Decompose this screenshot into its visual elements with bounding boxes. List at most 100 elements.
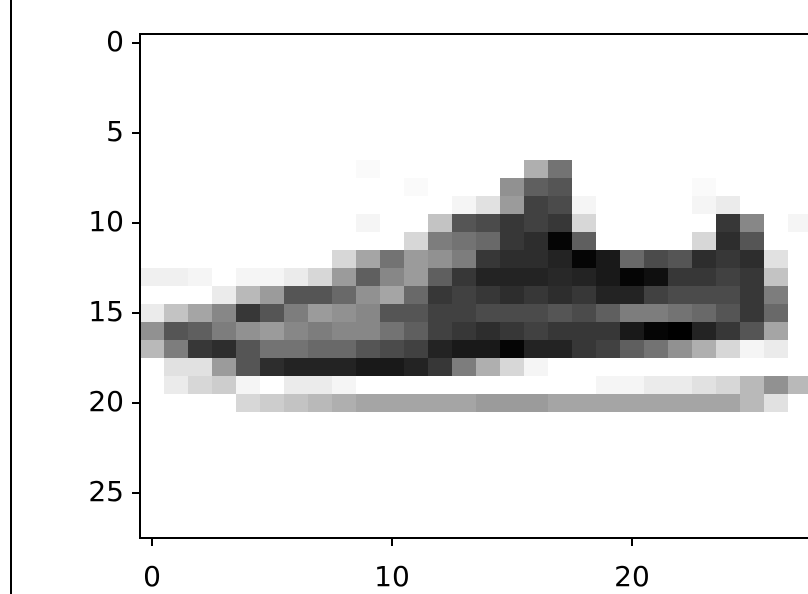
pixel <box>284 88 309 107</box>
pixel <box>476 520 501 539</box>
pixel <box>356 484 381 503</box>
pixel <box>380 286 405 305</box>
pixel <box>260 250 285 269</box>
pixel <box>404 124 429 143</box>
pixel <box>476 70 501 89</box>
pixel <box>308 142 333 161</box>
pixel <box>572 484 597 503</box>
pixel <box>716 502 741 521</box>
pixel <box>572 430 597 449</box>
pixel <box>716 142 741 161</box>
pixel <box>524 52 549 71</box>
pixel <box>380 448 405 467</box>
pixel <box>188 520 213 539</box>
y-tick-label: 20 <box>88 385 124 418</box>
pixel <box>788 430 808 449</box>
pixel <box>260 34 285 53</box>
pixel <box>284 484 309 503</box>
pixel <box>260 178 285 197</box>
pixel <box>260 124 285 143</box>
pixel <box>380 142 405 161</box>
pixel <box>524 322 549 341</box>
pixel <box>452 358 477 377</box>
pixel <box>404 502 429 521</box>
axes-frame <box>139 33 808 539</box>
pixel <box>500 232 525 251</box>
pixel <box>620 142 645 161</box>
pixel <box>140 394 165 413</box>
pixel <box>476 34 501 53</box>
pixel <box>212 106 237 125</box>
pixel <box>308 196 333 215</box>
pixel <box>476 232 501 251</box>
pixel <box>500 376 525 395</box>
pixel <box>332 250 357 269</box>
pixel <box>764 286 789 305</box>
pixel <box>356 178 381 197</box>
pixel <box>788 106 808 125</box>
pixel <box>596 340 621 359</box>
pixel <box>308 160 333 179</box>
pixel <box>620 214 645 233</box>
pixel <box>692 286 717 305</box>
pixel <box>476 106 501 125</box>
pixel <box>236 268 261 287</box>
pixel <box>692 304 717 323</box>
pixel <box>332 304 357 323</box>
pixel <box>428 376 453 395</box>
pixel <box>212 160 237 179</box>
pixel <box>212 358 237 377</box>
pixel <box>764 466 789 485</box>
pixel <box>452 142 477 161</box>
pixel <box>692 268 717 287</box>
pixel <box>644 304 669 323</box>
pixel <box>452 232 477 251</box>
pixel <box>644 178 669 197</box>
pixel <box>356 34 381 53</box>
pixel <box>236 502 261 521</box>
pixel <box>524 142 549 161</box>
pixel <box>140 214 165 233</box>
pixel <box>428 52 453 71</box>
pixel <box>596 358 621 377</box>
pixel <box>308 412 333 431</box>
pixel <box>764 322 789 341</box>
pixel <box>428 142 453 161</box>
pixel <box>764 448 789 467</box>
pixel <box>380 70 405 89</box>
pixel <box>236 304 261 323</box>
pixel <box>260 466 285 485</box>
pixel <box>524 340 549 359</box>
pixel <box>692 376 717 395</box>
pixel <box>500 394 525 413</box>
pixel <box>188 376 213 395</box>
pixel <box>548 430 573 449</box>
pixel <box>452 394 477 413</box>
pixel <box>500 520 525 539</box>
pixel <box>308 232 333 251</box>
pixel <box>332 214 357 233</box>
pixel <box>308 250 333 269</box>
pixel <box>332 106 357 125</box>
pixel <box>236 358 261 377</box>
pixel <box>284 466 309 485</box>
pixel <box>476 196 501 215</box>
pixel <box>284 160 309 179</box>
pixel <box>620 394 645 413</box>
pixel <box>380 34 405 53</box>
pixel <box>260 142 285 161</box>
pixel <box>188 484 213 503</box>
pixel <box>572 196 597 215</box>
pixel <box>572 322 597 341</box>
pixel <box>500 466 525 485</box>
pixel <box>236 34 261 53</box>
pixel <box>740 448 765 467</box>
pixel <box>740 466 765 485</box>
pixel <box>716 196 741 215</box>
pixel <box>764 214 789 233</box>
pixel <box>284 520 309 539</box>
pixel <box>692 160 717 179</box>
pixel <box>356 52 381 71</box>
pixel <box>404 322 429 341</box>
